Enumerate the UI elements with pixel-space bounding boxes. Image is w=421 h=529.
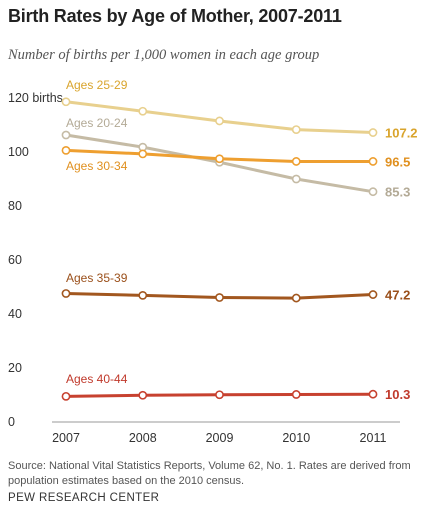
data-point <box>61 391 71 401</box>
data-point <box>291 390 301 399</box>
data-point <box>291 125 301 134</box>
x-tick-label: 2010 <box>282 431 310 445</box>
data-point <box>61 289 71 298</box>
brand-logo-text: PEW RESEARCH CENTER <box>8 492 160 504</box>
end-value-label: 47.2 <box>385 288 410 303</box>
series-label: Ages 35-39 <box>66 271 128 285</box>
data-point <box>138 106 148 116</box>
x-tick-label: 2009 <box>206 431 234 445</box>
data-point <box>291 157 301 166</box>
x-tick-label: 2007 <box>52 431 80 445</box>
data-point <box>368 389 378 399</box>
y-tick-label: 100 <box>8 145 29 159</box>
data-point <box>368 290 378 299</box>
source-note: Source: National Vital Statistics Report… <box>8 460 411 487</box>
x-tick-label: 2008 <box>129 431 157 445</box>
data-point <box>368 157 378 166</box>
chart-subtitle: Number of births per 1,000 women in each… <box>8 47 320 63</box>
data-point <box>61 97 71 107</box>
chart-title: Birth Rates by Age of Mother, 2007-2011 <box>8 6 342 26</box>
y-tick-label: 60 <box>8 253 22 267</box>
data-point <box>368 187 378 197</box>
y-tick-label: 20 <box>8 361 22 375</box>
series-label: Ages 40-44 <box>66 372 128 386</box>
data-point <box>215 293 224 302</box>
data-point <box>138 149 148 159</box>
end-value-label: 107.2 <box>385 126 418 141</box>
series-label: Ages 30-34 <box>66 159 128 173</box>
data-point <box>61 130 71 140</box>
data-point <box>215 390 224 400</box>
data-point <box>368 128 378 137</box>
y-tick-label: 0 <box>8 415 15 429</box>
data-point <box>61 145 71 155</box>
data-point <box>138 290 148 300</box>
y-tick-label: 120 births <box>8 91 63 105</box>
end-value-label: 10.3 <box>385 387 410 402</box>
end-value-label: 96.5 <box>385 154 410 169</box>
data-point <box>138 390 148 400</box>
y-tick-label: 80 <box>8 199 22 213</box>
data-point <box>215 116 224 126</box>
series-label: Ages 25-29 <box>66 78 128 92</box>
data-point <box>291 174 301 184</box>
data-point <box>291 293 301 303</box>
x-tick-label: 2011 <box>360 431 387 445</box>
series-label: Ages 20-24 <box>66 116 128 130</box>
data-point <box>215 154 224 164</box>
y-tick-label: 40 <box>8 307 22 321</box>
end-value-label: 85.3 <box>385 185 410 200</box>
